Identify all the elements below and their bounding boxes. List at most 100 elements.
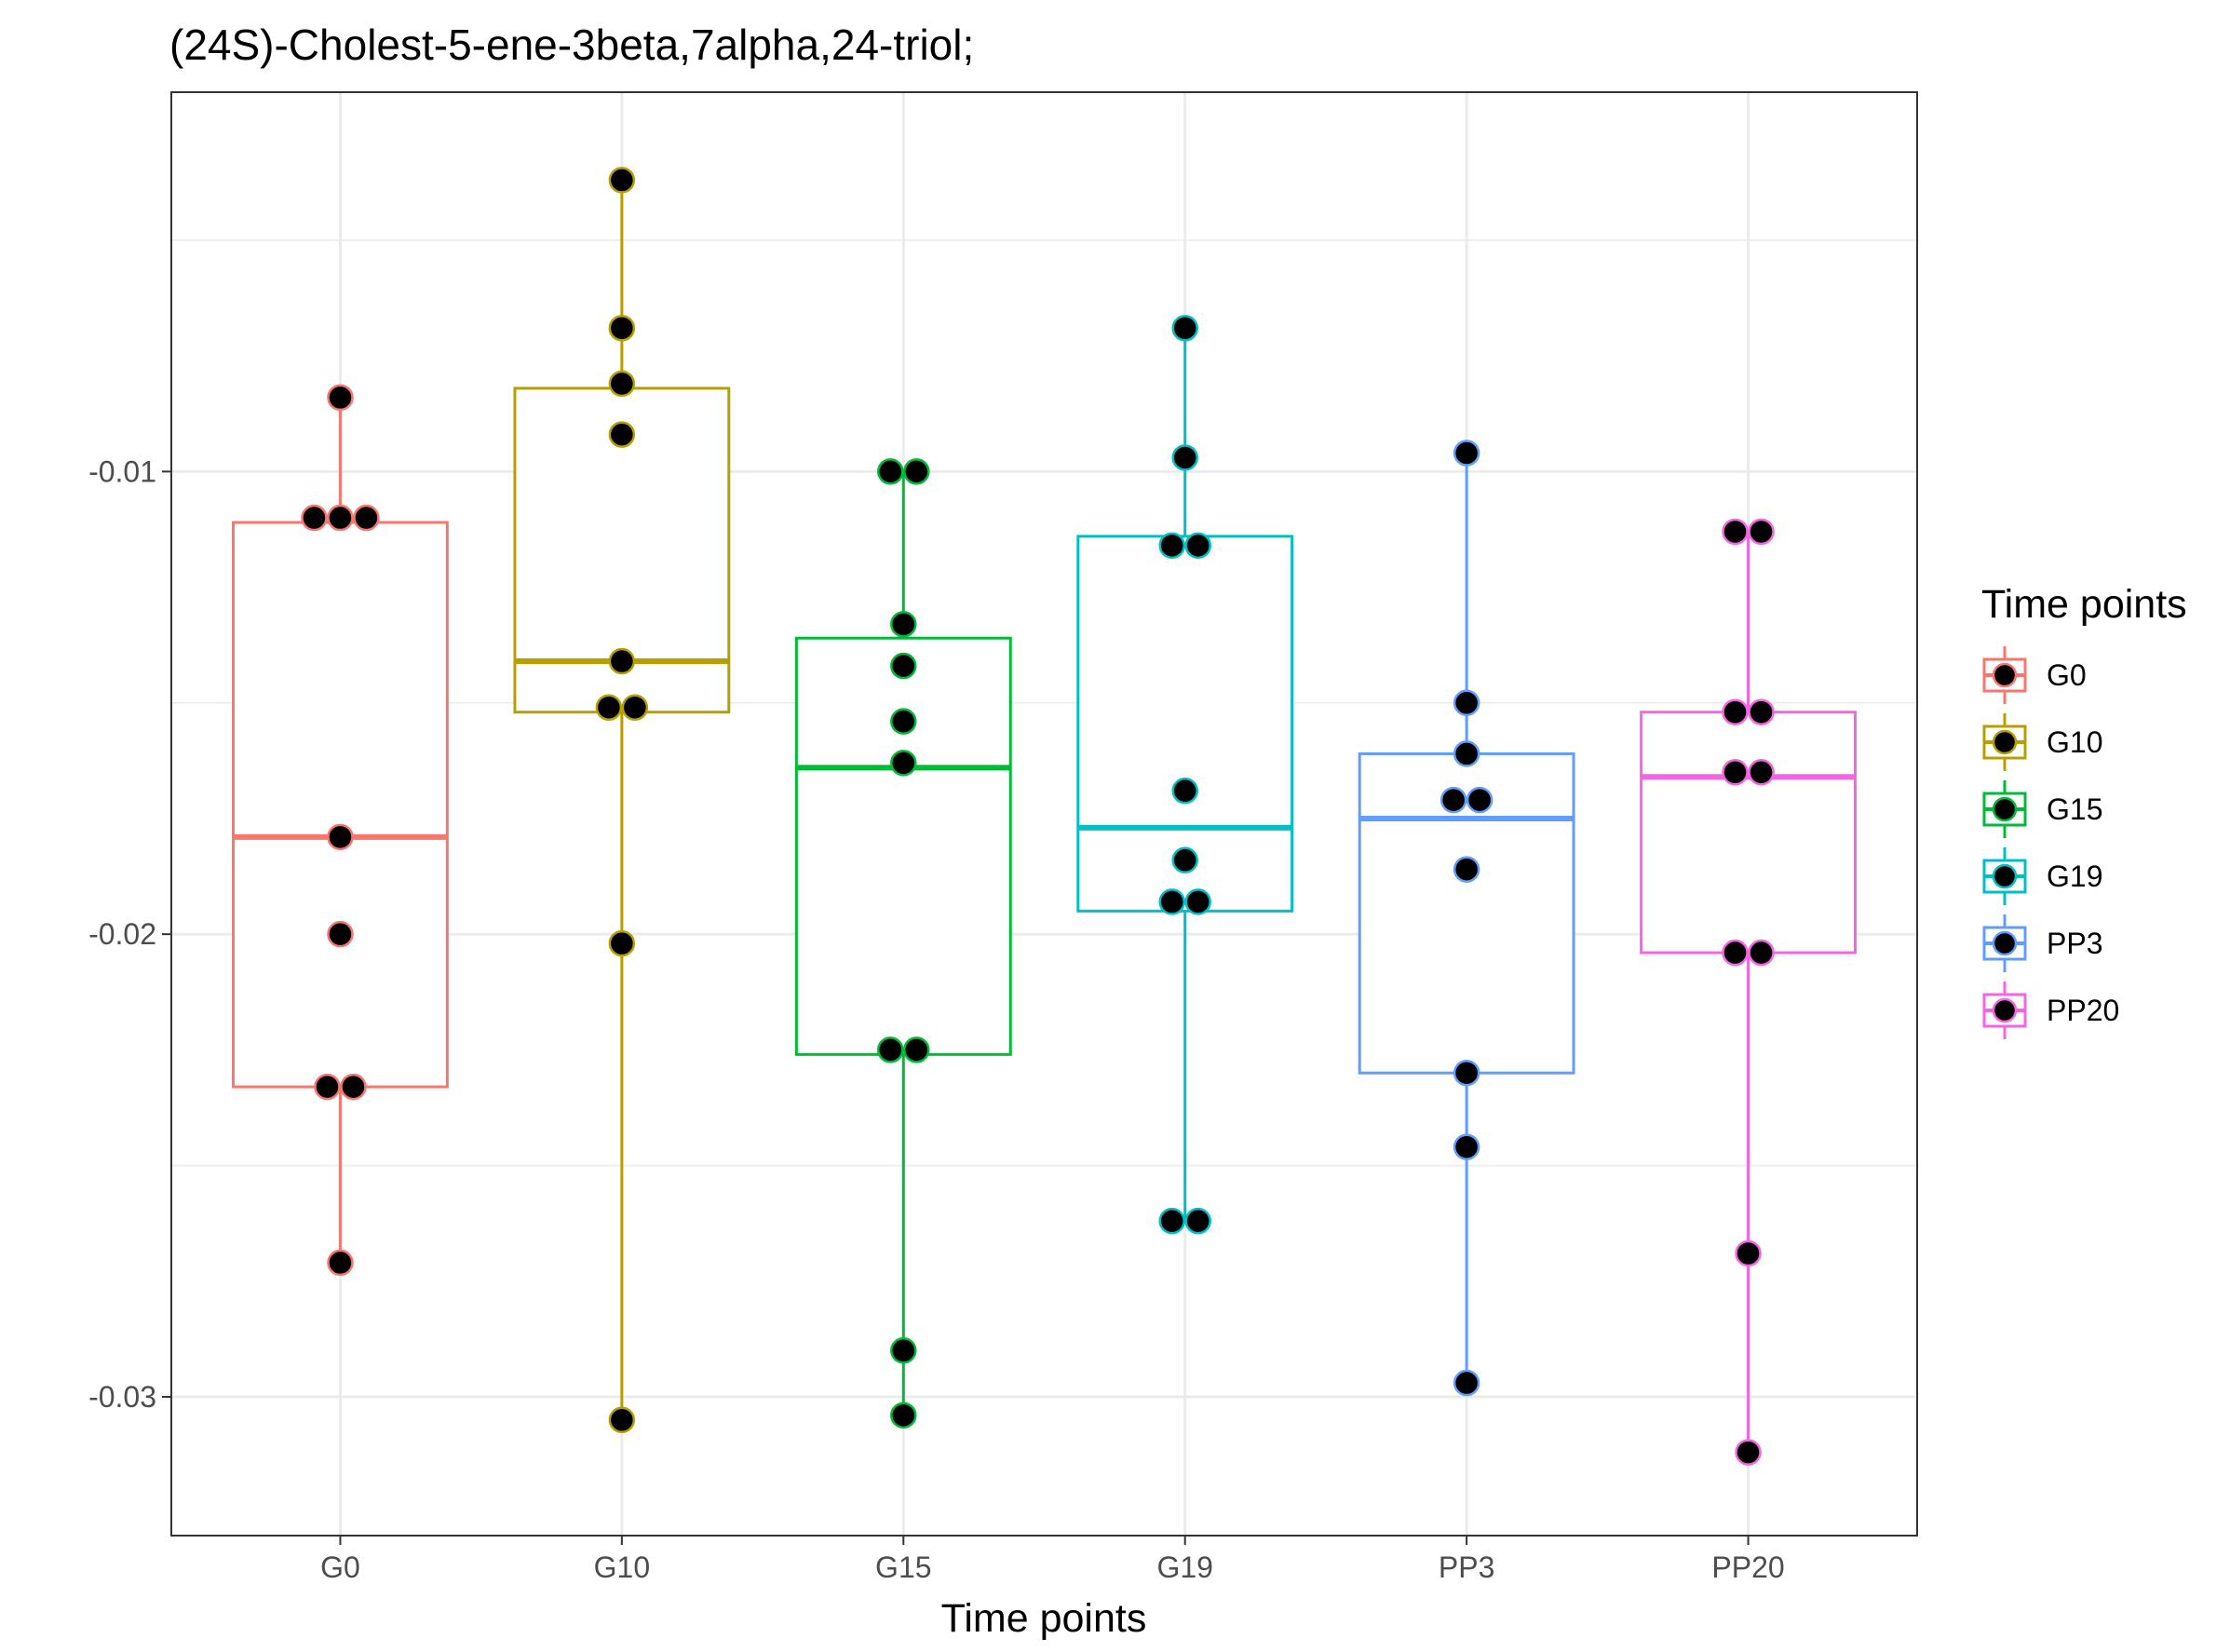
points-g0: [301, 384, 380, 1277]
legend-key-point: [1992, 796, 2018, 822]
data-point: [301, 504, 328, 532]
x-axis: G0 G10 G15 G19 PP3 PP20: [320, 1536, 1785, 1584]
data-point: [608, 315, 636, 342]
data-point: [327, 384, 354, 412]
data-point: [1439, 786, 1467, 814]
data-point: [1735, 1239, 1762, 1267]
points-g10: [595, 167, 649, 1434]
data-point: [608, 370, 636, 398]
data-point: [1158, 1207, 1185, 1235]
data-point: [340, 1073, 367, 1101]
points-g15: [877, 458, 930, 1429]
data-point: [1453, 1059, 1480, 1087]
data-point: [890, 611, 917, 638]
legend-item-g19: G19: [1982, 847, 2102, 905]
x-tick-label: G0: [320, 1550, 360, 1584]
data-point: [903, 458, 930, 485]
data-point: [1184, 1207, 1211, 1235]
data-point: [1722, 939, 1749, 967]
x-tick-label: PP20: [1711, 1550, 1784, 1584]
points-pp20: [1722, 518, 1775, 1466]
legend-key-point: [1992, 930, 2018, 956]
panel-border: [170, 91, 1918, 1537]
plot-panel: [170, 91, 1918, 1537]
data-point: [1735, 1439, 1762, 1466]
legend-label: G15: [2047, 792, 2102, 826]
points-g19: [1158, 315, 1211, 1235]
grid-minor: [171, 239, 1917, 1167]
data-point: [1453, 856, 1480, 883]
data-point: [608, 167, 636, 194]
data-point: [1184, 532, 1211, 560]
legend-item-g15: G15: [1982, 780, 2102, 838]
data-point: [1171, 444, 1198, 471]
data-point: [608, 1406, 636, 1434]
legend: Time points G0 G10 G15 G19 PP3 PP20: [1981, 582, 2187, 1039]
box-body: [232, 521, 449, 1089]
data-point: [1748, 939, 1775, 967]
data-point: [621, 694, 649, 721]
data-point: [327, 1249, 354, 1277]
data-point: [1748, 759, 1775, 786]
data-point: [327, 504, 354, 532]
legend-key-point: [1992, 997, 2018, 1023]
legend-item-g0: G0: [1982, 646, 2087, 704]
data-point: [890, 1401, 917, 1429]
data-point: [595, 694, 623, 721]
data-point: [1171, 315, 1198, 342]
data-point: [1184, 888, 1211, 915]
legend-label: PP3: [2047, 927, 2102, 960]
data-point: [1453, 440, 1480, 467]
data-point: [890, 1337, 917, 1364]
legend-item-g10: G10: [1982, 713, 2102, 771]
y-tick-label: -0.01: [88, 454, 156, 488]
legend-item-pp20: PP20: [1982, 982, 2119, 1039]
data-point: [608, 647, 636, 675]
box-body: [1640, 711, 1857, 955]
legend-label: PP20: [2047, 994, 2119, 1027]
data-point: [1453, 740, 1480, 767]
data-point: [1748, 518, 1775, 546]
box-pp20: [1640, 531, 1857, 1453]
data-point: [608, 929, 636, 957]
x-tick-label: G19: [1156, 1550, 1212, 1584]
points-pp3: [1439, 440, 1493, 1397]
data-point: [890, 708, 917, 735]
panel-background: [171, 92, 1917, 1536]
legend-title: Time points: [1981, 582, 2187, 627]
legend-key-point: [1992, 729, 2018, 755]
box-body: [794, 636, 1012, 1056]
data-point: [1722, 698, 1749, 725]
data-point: [1453, 689, 1480, 717]
x-tick-label: PP3: [1439, 1550, 1494, 1584]
x-tick-label: G10: [594, 1550, 650, 1584]
data-point: [327, 823, 354, 851]
legend-label: G10: [2047, 725, 2102, 759]
x-tick-label: G15: [875, 1550, 931, 1584]
data-point: [1453, 1369, 1480, 1397]
data-point: [890, 750, 917, 777]
data-point: [353, 504, 380, 532]
chart-title: (24S)-Cholest-5-ene-3beta,7alpha,24-trio…: [169, 20, 974, 69]
data-point: [877, 458, 904, 485]
legend-label: G19: [2047, 860, 2102, 893]
legend-items: G0 G10 G15 G19 PP3 PP20: [1982, 646, 2119, 1039]
y-tick-label: -0.02: [88, 917, 156, 951]
data-point: [1722, 518, 1749, 546]
data-point: [608, 421, 636, 448]
box-g15: [794, 471, 1012, 1415]
x-axis-title: Time points: [941, 1596, 1147, 1641]
data-point: [1158, 532, 1185, 560]
y-axis: -0.01 -0.02 -0.03: [88, 454, 171, 1414]
legend-label: G0: [2047, 658, 2087, 692]
data-point: [1453, 1133, 1480, 1160]
legend-item-pp3: PP3: [1982, 914, 2102, 972]
data-point: [1748, 698, 1775, 725]
data-point: [1171, 777, 1198, 805]
point-layer: [301, 167, 1775, 1466]
legend-key-point: [1992, 863, 2018, 889]
data-point: [890, 652, 917, 680]
data-point: [327, 920, 354, 948]
data-point: [314, 1073, 341, 1101]
